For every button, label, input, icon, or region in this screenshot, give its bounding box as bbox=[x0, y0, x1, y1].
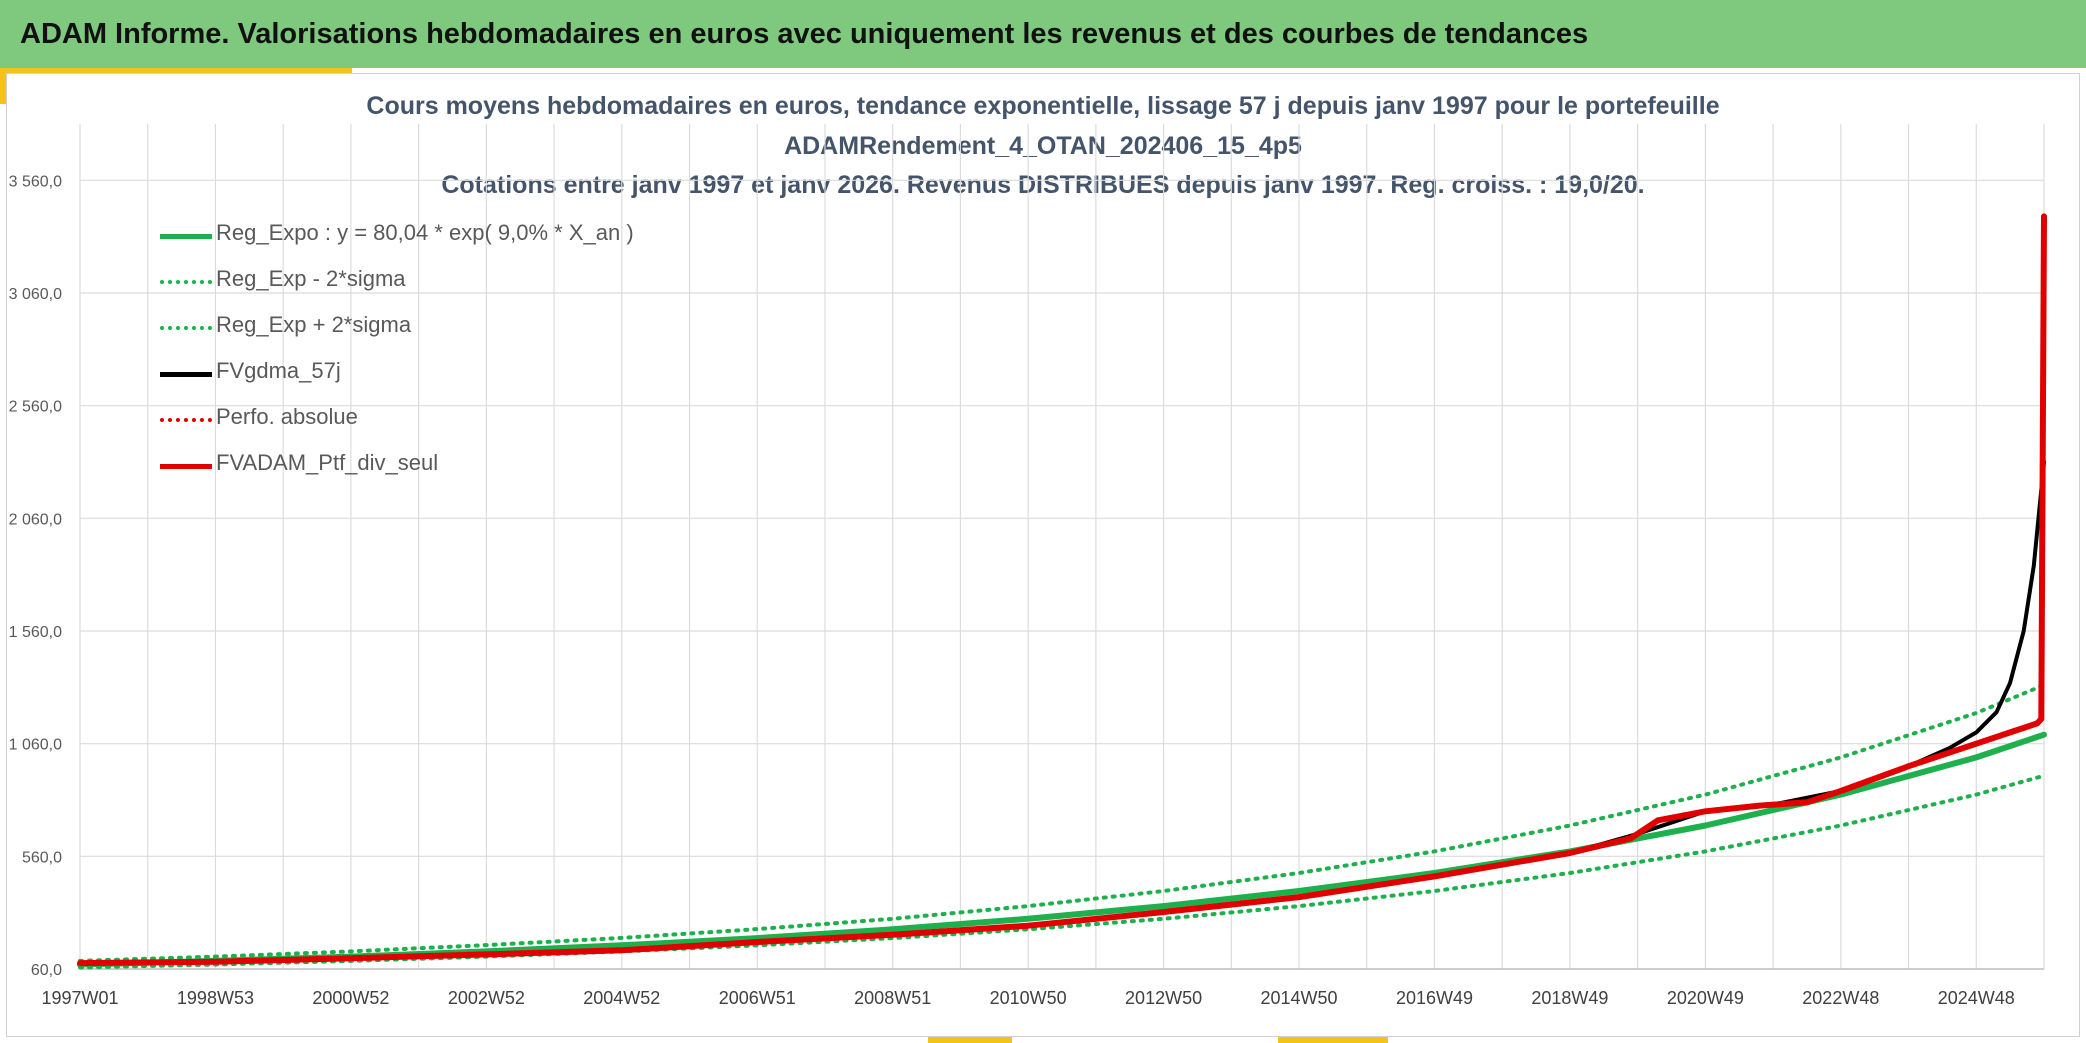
legend-label: Reg_Expo : y = 80,04 * exp( 9,0% * X_an … bbox=[216, 220, 634, 245]
legend-label: Reg_Exp + 2*sigma bbox=[216, 312, 412, 337]
legend-label: FVgdma_57j bbox=[216, 358, 341, 383]
y-tick-label: 3 060,0 bbox=[9, 286, 62, 303]
x-tick-label: 2000W52 bbox=[312, 988, 389, 1008]
legend-label: Reg_Exp - 2*sigma bbox=[216, 266, 406, 291]
legend-swatch bbox=[160, 418, 212, 422]
x-tick-label: 2012W50 bbox=[1125, 988, 1202, 1008]
x-tick-label: 2022W48 bbox=[1802, 988, 1879, 1008]
y-tick-label: 2 060,0 bbox=[9, 511, 62, 528]
x-tick-label: 2006W51 bbox=[719, 988, 796, 1008]
x-tick-label: 1997W01 bbox=[41, 988, 118, 1008]
legend-label: FVADAM_Ptf_div_seul bbox=[216, 450, 439, 475]
legend-swatch bbox=[160, 280, 212, 284]
x-tick-label: 2008W51 bbox=[854, 988, 931, 1008]
x-tick-label: 2018W49 bbox=[1531, 988, 1608, 1008]
page-title: ADAM Informe. Valorisations hebdomadaire… bbox=[20, 18, 1589, 50]
legend-swatch bbox=[160, 372, 212, 377]
chart-title-line-1: Cours moyens hebdomadaires en euros, ten… bbox=[366, 92, 1720, 120]
y-tick-label: 1 560,0 bbox=[9, 624, 62, 641]
chart-title-line-3: Cotations entre janv 1997 et janv 2026. … bbox=[441, 171, 1645, 199]
series-line-2 bbox=[78, 683, 2046, 963]
header-banner: ADAM Informe. Valorisations hebdomadaire… bbox=[0, 0, 2086, 68]
y-tick-label: 1 060,0 bbox=[9, 737, 62, 754]
x-tick-label: 2014W50 bbox=[1261, 988, 1338, 1008]
x-tick-label: 2010W50 bbox=[990, 988, 1067, 1008]
y-tick-label: 2 560,0 bbox=[9, 399, 62, 416]
accent-bar-left bbox=[0, 68, 7, 104]
legend-swatch bbox=[160, 234, 212, 239]
y-tick-label: 60,0 bbox=[31, 962, 62, 979]
legend-label: Perfo. absolue bbox=[216, 404, 358, 429]
x-tick-label: 2002W52 bbox=[448, 988, 525, 1008]
accent-bar-bottom-2 bbox=[1278, 1037, 1388, 1043]
chart-frame bbox=[6, 73, 2080, 1037]
chart-title-line-2: ADAMRendement_4_OTAN_202406_15_4p5 bbox=[784, 132, 1302, 160]
series-line-5 bbox=[77, 213, 2047, 967]
series-line-3 bbox=[78, 460, 2046, 966]
x-tick-label: 2020W49 bbox=[1667, 988, 1744, 1008]
series-line-1 bbox=[78, 773, 2046, 970]
accent-bar-top bbox=[0, 68, 352, 73]
x-tick-label: 2016W49 bbox=[1396, 988, 1473, 1008]
legend-swatch bbox=[160, 464, 212, 469]
y-tick-label: 3 560,0 bbox=[9, 173, 62, 190]
y-tick-label: 560,0 bbox=[22, 849, 62, 866]
series-line-0 bbox=[77, 731, 2047, 968]
x-tick-label: 2024W48 bbox=[1938, 988, 2015, 1008]
x-tick-label: 1998W53 bbox=[177, 988, 254, 1008]
accent-bar-bottom-1 bbox=[928, 1037, 1012, 1043]
legend-swatch bbox=[160, 326, 212, 330]
x-tick-label: 2004W52 bbox=[583, 988, 660, 1008]
